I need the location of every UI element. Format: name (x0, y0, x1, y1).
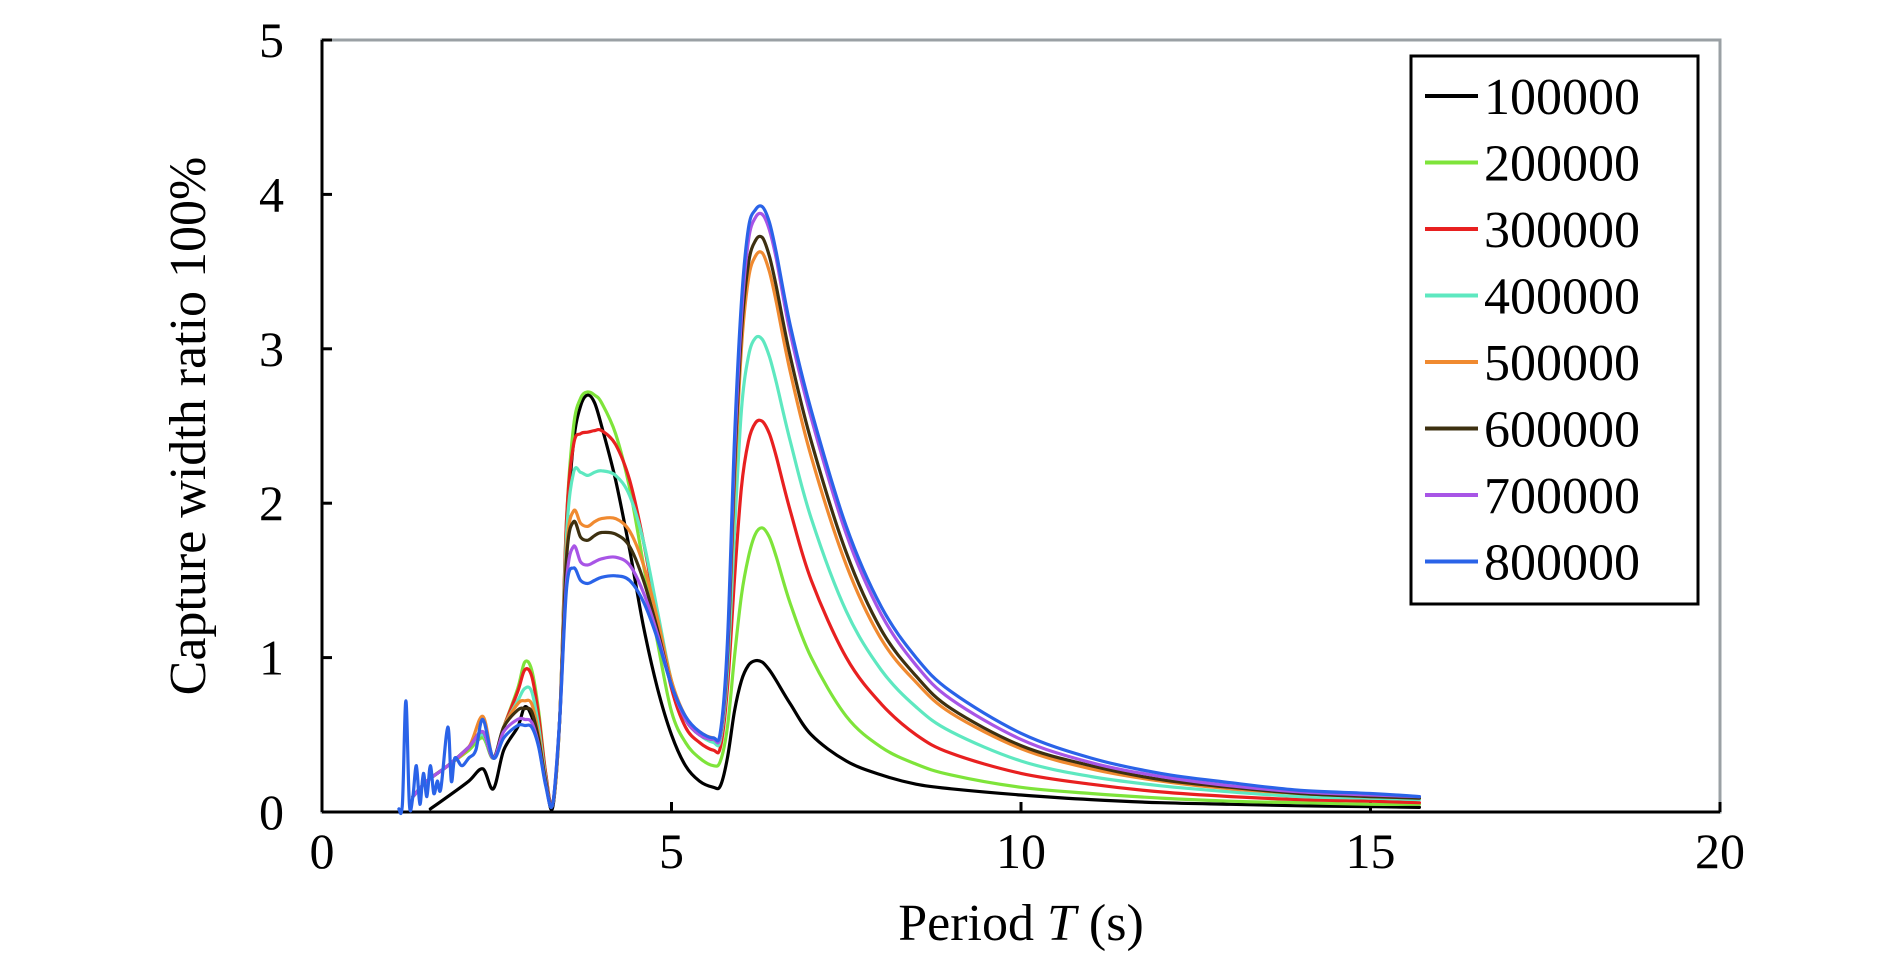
series-line-800000 (397, 204, 1421, 816)
series-line-500000 (411, 250, 1421, 809)
x-tick-label: 20 (1695, 823, 1745, 879)
y-tick-label: 5 (259, 12, 284, 68)
legend-items: 100000 200000 300000 400000 500000 600000 7000… (1425, 69, 1640, 592)
series-lines (397, 204, 1421, 816)
x-axis-ticks: 0 5 10 15 20 (310, 802, 1745, 879)
legend-label: 200000 (1484, 136, 1640, 193)
y-tick-label: 0 (259, 784, 284, 840)
legend-label: 300000 (1484, 202, 1640, 259)
series-line-700000 (411, 211, 1421, 809)
legend-label: 100000 (1484, 69, 1640, 126)
x-tick-label: 10 (996, 823, 1046, 879)
x-axis-title: Period T (s) (898, 895, 1144, 952)
legend: 100000 200000 300000 400000 500000 600000 7000… (1409, 54, 1700, 606)
x-tick-label: 5 (659, 823, 684, 879)
y-tick-label: 3 (259, 321, 284, 377)
x-tick-label: 0 (310, 823, 335, 879)
series-line-600000 (411, 234, 1421, 809)
series-line-200000 (411, 390, 1421, 808)
legend-label: 400000 (1484, 269, 1640, 326)
legend-box (1409, 54, 1700, 606)
y-tick-label: 2 (259, 475, 284, 531)
legend-label: 700000 (1484, 468, 1640, 525)
series-line-300000 (411, 418, 1421, 808)
y-tick-label: 1 (259, 630, 284, 686)
y-axis-ticks: 0 1 2 3 4 5 (259, 12, 332, 840)
y-axis-title: Capture width ratio 100% (160, 157, 217, 696)
series-line-100000 (428, 393, 1421, 812)
legend-label: 800000 (1484, 535, 1640, 592)
x-tick-label: 15 (1346, 823, 1396, 879)
y-tick-label: 4 (259, 166, 284, 222)
legend-label: 500000 (1484, 335, 1640, 392)
legend-label: 600000 (1484, 402, 1640, 459)
